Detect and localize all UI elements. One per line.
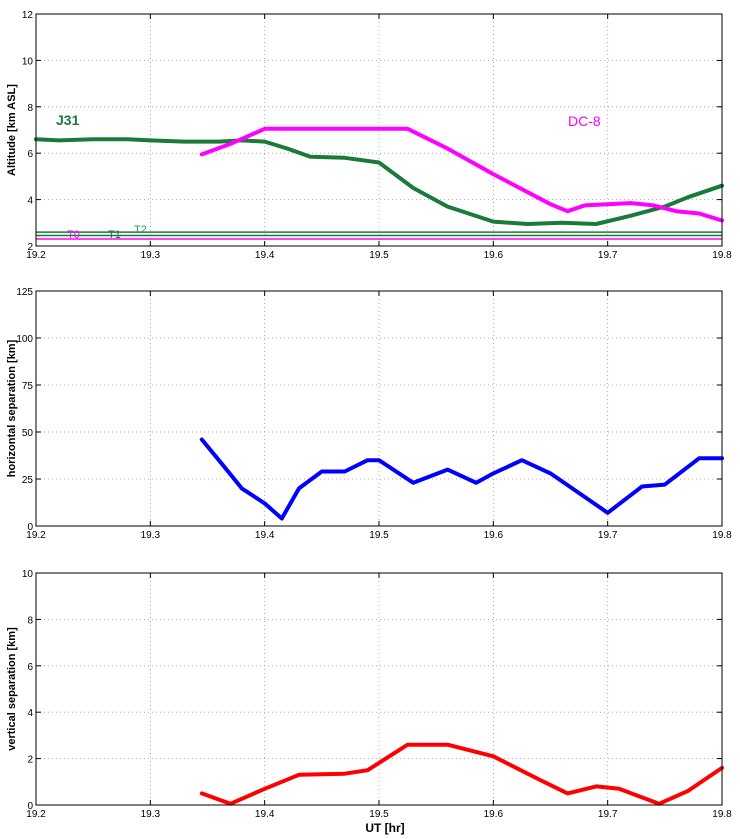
vertical-separation-line [199, 742, 724, 806]
y-tick-label: 8 [27, 103, 33, 114]
x-tick-label: 19.7 [598, 809, 618, 820]
x-tick-label: 19.8 [712, 809, 732, 820]
y-tick-label: 50 [22, 428, 34, 439]
y-tick-label: 75 [22, 381, 34, 392]
y-tick-label: 4 [27, 196, 33, 207]
x-tick-label: 19.5 [369, 250, 389, 261]
y-axis-label: horizontal separation [km] [6, 339, 18, 477]
panel-1: 19.2 19.3 19.4 19.5 19.6 19.7 19.8 2 4 6 8 10 12 Alti… [6, 10, 732, 261]
y-axis-label: vertical separation [km] [6, 627, 18, 751]
x-tick-label: 19.4 [255, 809, 275, 820]
plot-frame [35, 290, 723, 527]
y-tick-label: 125 [16, 287, 33, 298]
y-tick-label: 0 [27, 801, 33, 812]
x-tick-label: 19.3 [141, 530, 161, 541]
horizontal-separation-line [199, 437, 724, 521]
x-tick-label: 19.5 [369, 530, 389, 541]
y-tick-label: 4 [27, 708, 33, 719]
annotation-j31: J31 [56, 112, 80, 128]
annotation-dc8: DC-8 [568, 113, 601, 129]
y-tick-label: 2 [27, 755, 33, 766]
y-tick-label: 10 [22, 56, 34, 67]
y-tick-label: 100 [16, 334, 33, 345]
x-tick-label: 19.2 [26, 250, 46, 261]
dc8-altitude-line [199, 126, 724, 223]
panel-2: 19.2 19.3 19.4 19.5 19.6 19.7 19.8 0 25 50 75 100 12… [6, 287, 732, 541]
y-tick-label: 6 [27, 149, 33, 160]
x-tick-label: 19.7 [598, 250, 618, 261]
annotation-t0: T0 [67, 229, 80, 241]
x-tick-label: 19.6 [484, 809, 504, 820]
x-tick-label: 19.4 [255, 530, 275, 541]
x-tick-label: 19.8 [712, 530, 732, 541]
y-tick-label: 0 [27, 522, 33, 533]
j31-altitude-line [34, 137, 724, 226]
x-tick-label: 19.6 [484, 250, 504, 261]
x-tick-label: 19.7 [598, 530, 618, 541]
x-tick-label: 19.6 [484, 530, 504, 541]
x-tick-label: 19.2 [26, 530, 46, 541]
x-tick-label: 19.4 [255, 250, 275, 261]
x-tick-label: 19.5 [369, 809, 389, 820]
y-tick-label: 8 [27, 615, 33, 626]
y-axis-label: Altitude [km ASL] [6, 84, 18, 176]
y-tick-label: 2 [27, 242, 33, 253]
x-tick-label: 19.3 [141, 809, 161, 820]
y-tick-label: 10 [22, 569, 34, 580]
panel-3: 19.2 19.3 19.4 19.5 19.6 19.7 19.8 0 2 4 6 8 10 verti… [6, 569, 732, 820]
annotation-t1: T1 [108, 229, 121, 241]
x-tick-label: 19.2 [26, 809, 46, 820]
x-tick-label: 19.3 [141, 250, 161, 261]
x-tick-label: 19.8 [712, 250, 732, 261]
x-axis-label: UT [hr] [365, 821, 404, 835]
y-tick-label: 25 [22, 475, 34, 486]
annotation-t2: T2 [134, 224, 147, 236]
y-tick-label: 6 [27, 662, 33, 673]
y-tick-label: 12 [22, 10, 34, 21]
